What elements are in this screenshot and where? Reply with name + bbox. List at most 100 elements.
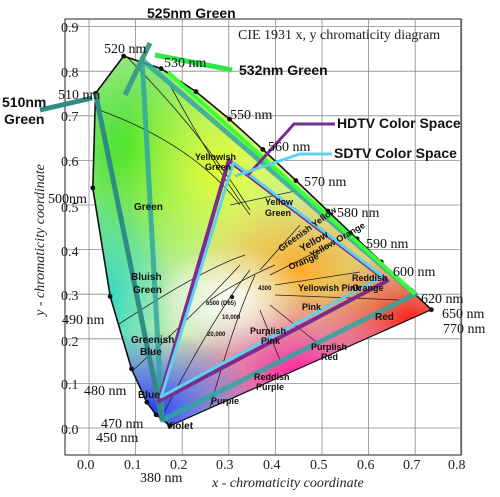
region-reddish-purple: Purple — [256, 382, 284, 392]
region-greenish-blue: Blue — [140, 347, 162, 358]
laser-510nm-edge — [93, 93, 165, 421]
y-axis-ticks: 0.0 0.1 0.2 0.3 0.4 0.5 0.6 0.7 0.8 0.9 — [61, 21, 79, 438]
callout-hdtv: HDTV Color Space — [337, 115, 461, 131]
wavelength-770: 770 nm — [443, 322, 486, 337]
region-purplish-pink: Purplish — [250, 326, 286, 336]
line-of-purples — [169, 309, 432, 427]
x-axis-ticks: 0.0 0.1 0.2 0.3 0.4 0.5 0.6 0.7 0.8 — [77, 458, 466, 473]
callout-labels: 525nm Green 532nm Green 510nm Green HDTV… — [2, 5, 461, 161]
wavelength-600: 600 nm — [393, 265, 436, 280]
region-violet: Violet — [166, 421, 194, 432]
locus-marker — [129, 366, 134, 372]
wavelength-550: 550 nm — [230, 108, 273, 123]
callout-510nm-green: Green — [4, 111, 44, 127]
gamut-triangles — [93, 57, 418, 423]
region-bluish-green: Bluish — [131, 272, 162, 283]
region-reddish-orange: Reddish — [352, 273, 388, 283]
region-bluish-green: Green — [133, 285, 162, 296]
callout-525-line — [122, 41, 153, 97]
x-tick-label: 0.4 — [263, 458, 281, 473]
callout-lines — [39, 41, 335, 178]
callout-532nm-green: 532nm Green — [239, 62, 328, 78]
locus-marker — [144, 399, 150, 405]
x-tick-label: 0.8 — [448, 458, 466, 473]
locus-marker — [293, 178, 299, 184]
x-tick-label: 0.1 — [124, 458, 142, 473]
cct-20000: 20,000 — [207, 332, 226, 338]
wavelength-570: 570 nm — [304, 175, 347, 190]
wavelength-470: 470 nm — [101, 417, 144, 432]
wavelength-580: 580 nm — [337, 206, 380, 221]
region-yellowish-green: Yellowish — [195, 152, 236, 162]
y-tick-label: 0.0 — [61, 423, 79, 438]
x-tick-label: 0.6 — [357, 458, 375, 473]
region-purplish-red: Red — [321, 352, 338, 362]
x-axis-label: x - chromaticity coordinate — [211, 476, 364, 491]
locus-marker — [158, 66, 164, 71]
wavelength-450: 450 nm — [96, 431, 139, 446]
laser-gamut-triangle — [139, 57, 418, 423]
callout-sdtv: SDTV Color Space — [334, 145, 457, 161]
wavelength-560: 560 nm — [268, 140, 311, 155]
wavelength-500: 500nm — [48, 192, 87, 207]
x-tick-label: 0.0 — [77, 458, 95, 473]
wavelength-labels: 380 nm 450 nm 470 nm 480 nm 490 nm 500nm… — [48, 42, 486, 486]
cct-4300: 4300 — [258, 286, 272, 292]
locus-marker — [227, 116, 232, 122]
cct-labels: 4300 6500 (D65) 10,000 20,000 — [206, 286, 272, 338]
wavelength-530: 530 nm — [164, 56, 207, 71]
wavelength-520: 520 nm — [104, 42, 147, 57]
y-tick-label: 0.6 — [61, 155, 79, 170]
x-tick-label: 0.2 — [170, 458, 188, 473]
locus-marker — [167, 423, 173, 429]
y-tick-label: 0.8 — [61, 66, 79, 81]
wavelength-380: 380 nm — [140, 471, 183, 486]
callout-hdtv-line — [246, 122, 335, 177]
callout-510-line — [39, 95, 93, 113]
y-tick-label: 0.7 — [61, 110, 79, 125]
region-yellowish-pink: Yellowish Pink — [298, 283, 362, 293]
y-tick-label: 0.4 — [61, 245, 79, 260]
sdtv-gamut-triangle — [159, 161, 385, 399]
region-reddish-purple: Reddish — [254, 372, 290, 382]
y-tick-label: 0.9 — [61, 21, 79, 36]
callout-sdtv-line — [234, 152, 332, 178]
wavelength-650: 650 nm — [442, 307, 485, 322]
locus-marker — [153, 412, 159, 418]
wavelength-480: 480 nm — [84, 384, 127, 399]
white-point-d65 — [229, 294, 235, 300]
locus-marker — [193, 89, 199, 94]
region-purple: Purple — [211, 396, 239, 406]
y-tick-label: 0.3 — [61, 289, 79, 304]
region-pink: Pink — [302, 302, 322, 312]
y-tick-label: 0.2 — [61, 335, 79, 350]
x-tick-label: 0.3 — [216, 458, 234, 473]
region-purplish-pink: Pink — [261, 336, 281, 346]
y-tick-label: 0.1 — [61, 378, 79, 393]
wavelength-490: 490 nm — [62, 313, 105, 328]
y-axis-label: y - chromaticity coordinate — [33, 164, 48, 318]
locus-marker — [90, 185, 96, 191]
region-yellow-green: Yellow — [265, 197, 294, 207]
region-greenish-blue: Greenish — [131, 335, 174, 346]
cct-10000: 10,000 — [222, 315, 241, 321]
y-tick-label: 0.5 — [61, 201, 79, 216]
callout-525nm-green: 525nm Green — [147, 5, 236, 21]
region-blue: Blue — [138, 390, 160, 401]
x-tick-label: 0.5 — [310, 458, 328, 473]
locus-marker — [121, 53, 127, 59]
laser-532nm-edge — [166, 71, 417, 296]
wavelength-590: 590 nm — [366, 237, 409, 252]
chart-title: CIE 1931 x, y chromaticity diagram — [238, 28, 440, 43]
region-purplish-red: Purplish — [311, 342, 347, 352]
region-green: Green — [134, 202, 163, 213]
x-tick-label: 0.7 — [403, 458, 421, 473]
callout-532-line — [154, 52, 233, 73]
wavelength-620: 620 nm — [421, 292, 464, 307]
locus-marker — [428, 307, 434, 313]
region-yellow-green: Green — [265, 208, 291, 218]
wavelength-510: 510 nm — [58, 88, 101, 103]
callout-510nm-green: 510nm — [2, 94, 46, 110]
region-red: Red — [375, 312, 394, 323]
